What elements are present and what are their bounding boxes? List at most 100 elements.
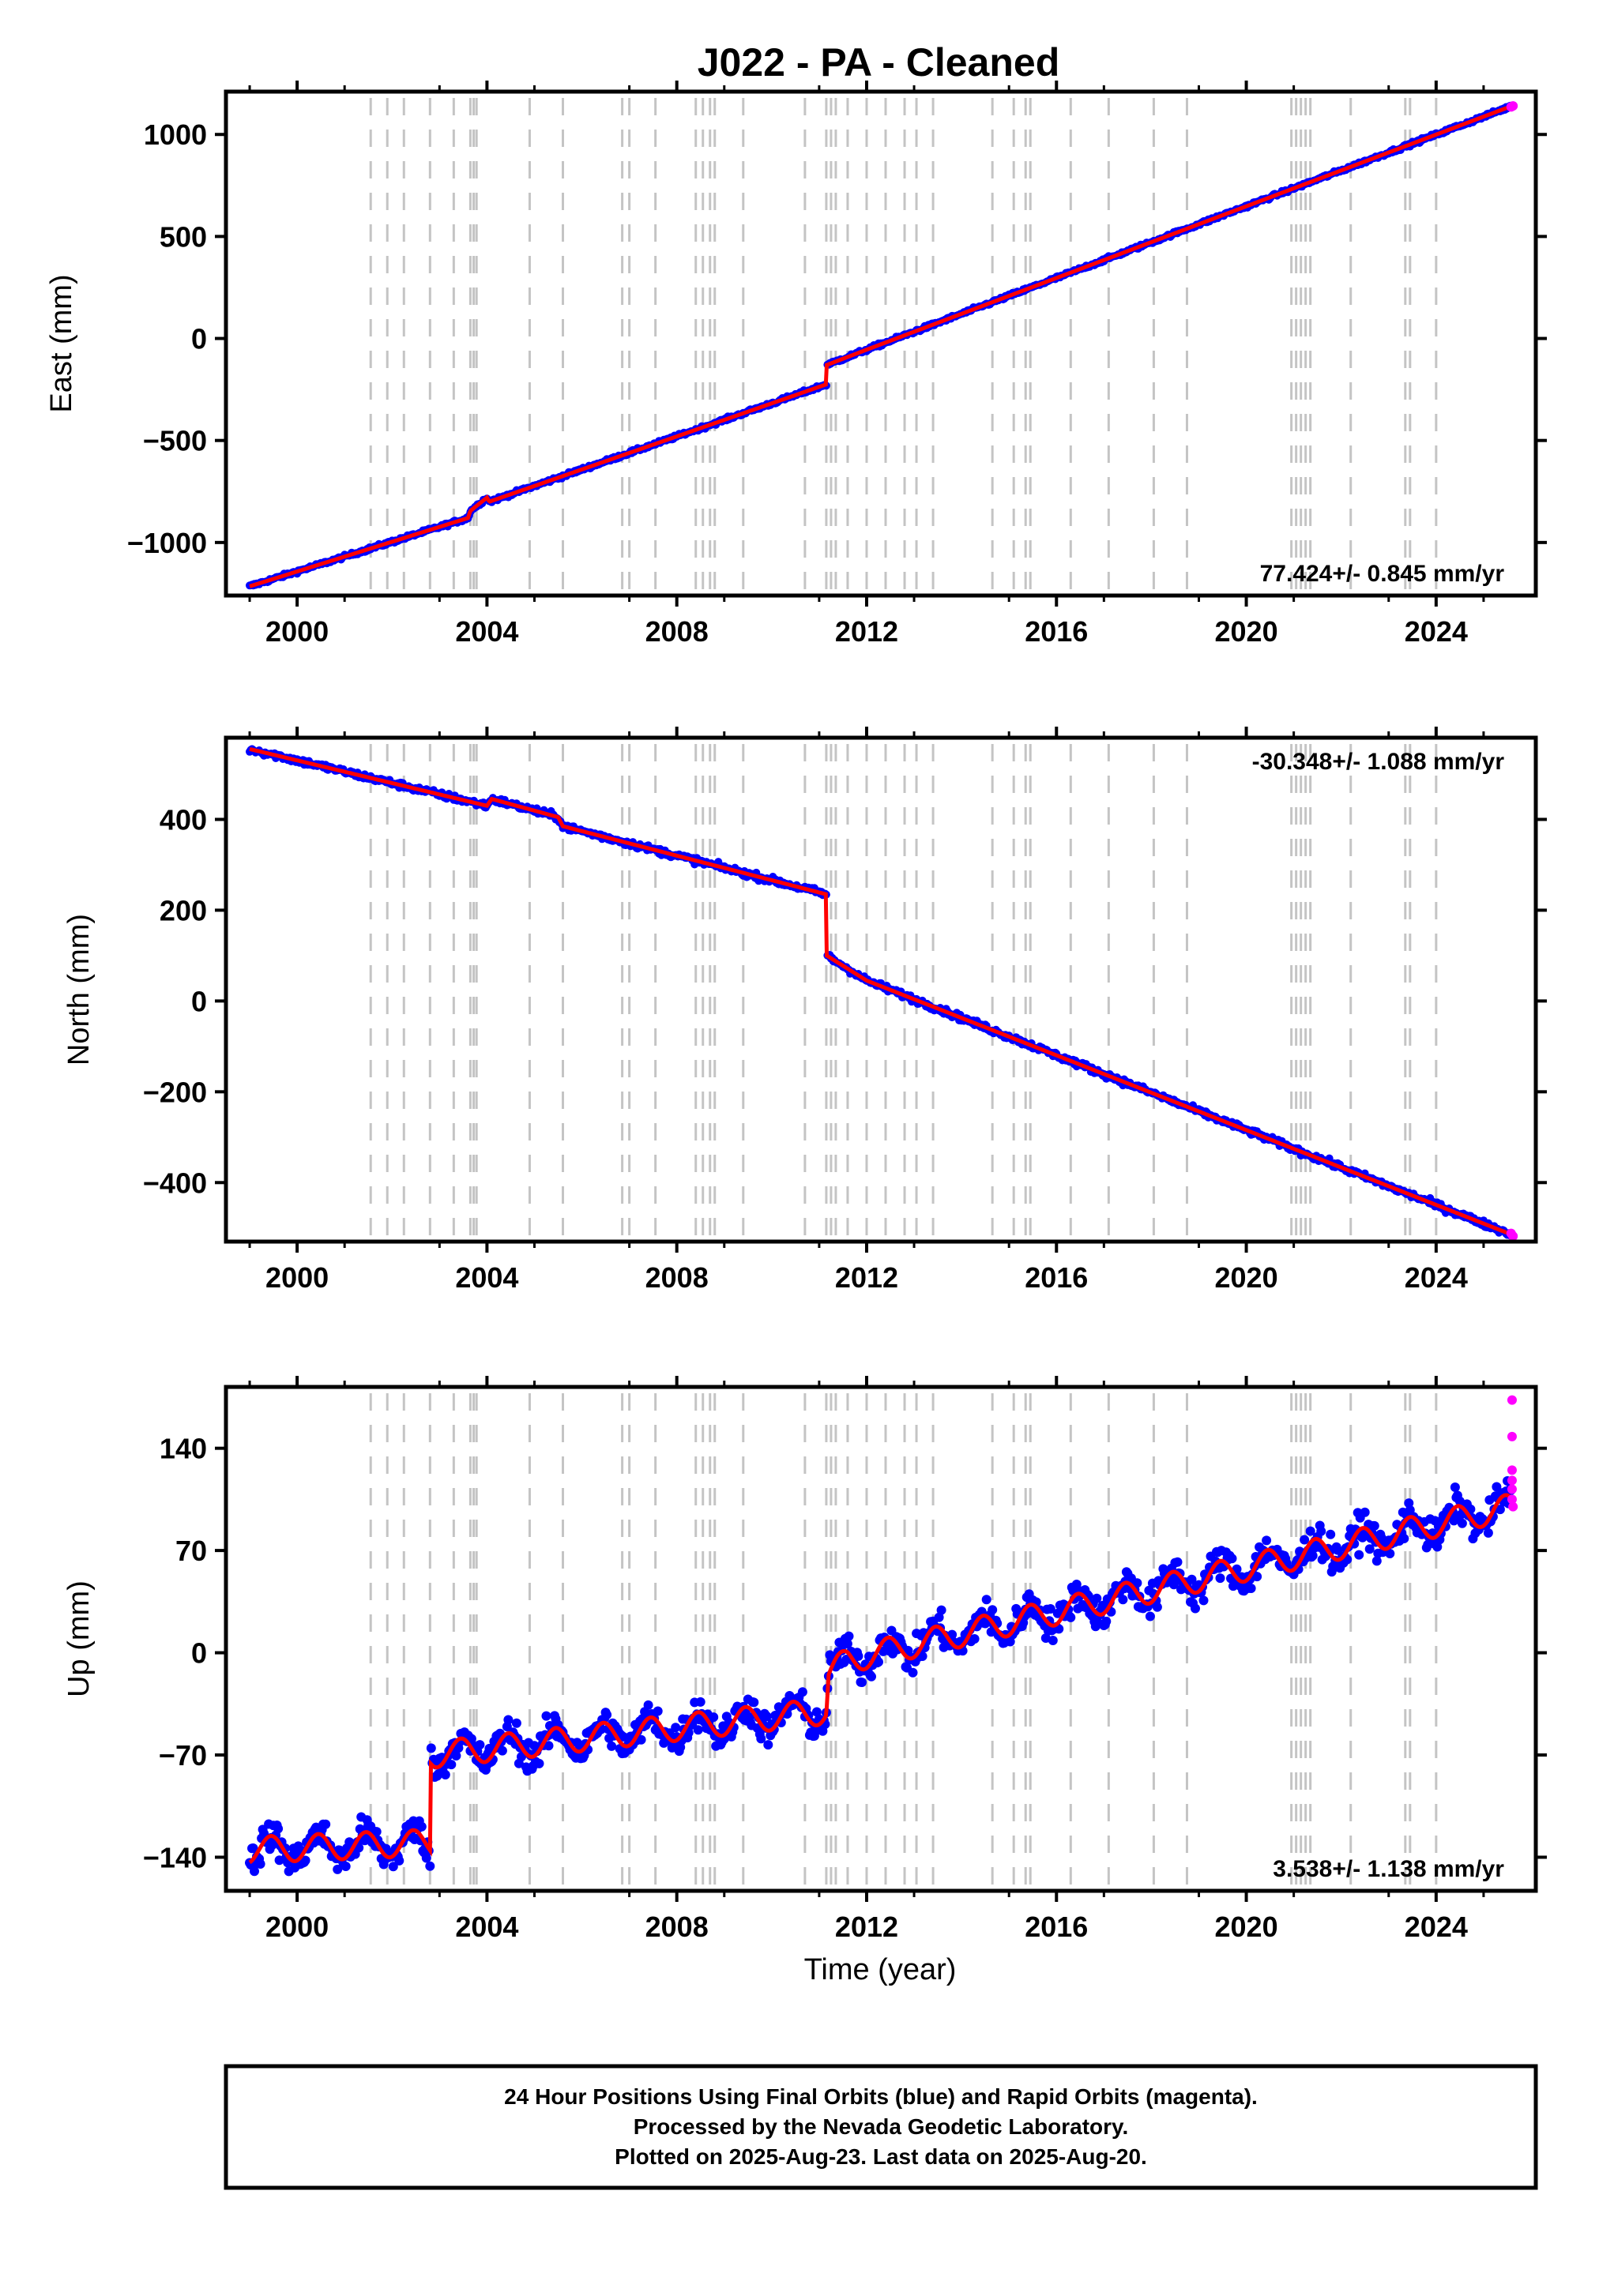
final-orbit-point (1385, 1549, 1395, 1558)
x-tick-label: 2000 (265, 1261, 329, 1294)
final-orbit-point (273, 1824, 284, 1834)
final-orbit-point (248, 1843, 258, 1853)
final-orbit-point (1118, 1595, 1128, 1605)
chart-title: J022 - PA - Cleaned (698, 40, 1060, 85)
north-y-axis-label: North (mm) (62, 914, 96, 1065)
final-orbit-point (1326, 1529, 1336, 1539)
x-tick-label: 2024 (1405, 1911, 1468, 1943)
final-orbit-point (371, 1827, 382, 1837)
final-orbit-point (1101, 1616, 1112, 1626)
final-orbit-point (1066, 1612, 1076, 1622)
final-orbit-point (874, 1657, 883, 1667)
final-orbit-point (1187, 1574, 1197, 1584)
final-orbit-point (394, 1855, 404, 1866)
final-orbit-point (763, 1740, 773, 1750)
y-tick-label: 200 (160, 894, 207, 926)
final-orbit-point (988, 1605, 998, 1615)
final-orbit-point (1145, 1611, 1155, 1621)
north-panel: 2000 2004 2008 2012 2016 2020 20244002000−200−… (62, 727, 1547, 1294)
y-tick-label: 0 (191, 985, 207, 1017)
east-rate-label: 77.424+/- 0.845 mm/yr (1260, 561, 1505, 587)
final-orbit-point (321, 1819, 331, 1829)
final-orbit-point (1300, 1535, 1310, 1545)
final-orbit-point (709, 1712, 719, 1723)
final-orbit-point (857, 1678, 867, 1687)
y-tick-label: 400 (160, 803, 207, 836)
final-orbit-point (340, 1862, 351, 1871)
north-rate-label: -30.348+/- 1.088 mm/yr (1252, 749, 1505, 775)
final-orbit-point (544, 1741, 554, 1751)
final-orbit-point (969, 1634, 980, 1644)
y-tick-label: 0 (191, 323, 207, 355)
x-tick-label: 2000 (265, 1911, 329, 1943)
x-tick-label: 2000 (265, 615, 329, 648)
caption-box (224, 2064, 1538, 2190)
final-orbit-point (1354, 1550, 1364, 1560)
final-orbit-point (1483, 1528, 1493, 1538)
up-model-line (248, 1493, 1514, 1865)
x-tick-label: 2004 (455, 1261, 518, 1294)
final-orbit-point (534, 1758, 544, 1768)
final-orbit-point (1450, 1482, 1460, 1492)
final-orbit-point (1045, 1604, 1055, 1614)
final-orbit-point (475, 1740, 485, 1750)
final-orbit-point (934, 1612, 944, 1622)
y-tick-label: −70 (159, 1739, 207, 1772)
final-orbit-point (425, 1861, 435, 1871)
x-tick-label: 2024 (1405, 1261, 1468, 1294)
final-orbit-point (517, 1752, 526, 1762)
final-orbit-point (1364, 1544, 1375, 1554)
final-orbit-point (1215, 1573, 1225, 1584)
y-tick-label: −400 (143, 1167, 207, 1199)
final-orbit-point (756, 1734, 766, 1744)
final-orbit-point (693, 1725, 703, 1735)
x-tick-label: 2024 (1405, 615, 1468, 648)
rapid-orbit-point (1508, 1231, 1518, 1242)
final-orbit-point (446, 1760, 457, 1770)
final-orbit-point (1360, 1507, 1370, 1517)
final-orbit-point (1227, 1554, 1237, 1564)
final-orbit-point (671, 1723, 681, 1733)
final-orbit-point (867, 1671, 876, 1682)
final-orbit-point (1048, 1636, 1058, 1645)
final-orbit-point (503, 1715, 514, 1725)
final-orbit-point (1191, 1603, 1200, 1614)
final-orbit-point (1252, 1572, 1262, 1582)
x-tick-label: 2016 (1025, 615, 1088, 648)
east-frame (224, 89, 1538, 598)
y-tick-label: −500 (143, 425, 207, 457)
final-orbit-point (981, 1595, 991, 1605)
caption-line-2: Processed by the Nevada Geodetic Laborat… (634, 2114, 1129, 2139)
rapid-orbit-point (1508, 1501, 1518, 1512)
caption-line-3: Plotted on 2025-Aug-23. Last data on 202… (615, 2144, 1147, 2169)
north-plot-area (246, 745, 1518, 1242)
final-orbit-point (1432, 1542, 1443, 1552)
caption-line-1: 24 Hour Positions Using Final Orbits (bl… (504, 2084, 1258, 2109)
east-model-line (249, 103, 1513, 588)
east-y-axis-label: East (mm) (45, 274, 78, 412)
final-orbit-point (1457, 1518, 1467, 1528)
x-tick-label: 2020 (1215, 1261, 1278, 1294)
final-orbit-point (1371, 1556, 1382, 1566)
y-tick-label: −200 (143, 1076, 207, 1108)
final-orbit-point (451, 1751, 461, 1761)
final-orbit-point (416, 1821, 427, 1832)
rapid-orbit-point (1507, 1465, 1517, 1475)
final-orbit-point (511, 1718, 521, 1728)
final-orbit-point (388, 1862, 398, 1872)
x-tick-label: 2008 (645, 615, 709, 648)
final-orbit-point (1399, 1534, 1409, 1543)
final-orbit-point (947, 1629, 958, 1640)
final-orbit-point (607, 1741, 617, 1751)
final-orbit-point (1305, 1526, 1315, 1536)
rapid-orbit-point (1508, 101, 1518, 111)
x-tick-label: 2020 (1215, 1911, 1278, 1943)
rapid-orbit-point (1507, 1494, 1517, 1505)
final-orbit-point (440, 1770, 450, 1779)
rapid-orbit-point (1507, 1475, 1517, 1486)
rapid-orbit-point (1507, 1395, 1517, 1405)
rapid-orbit-point (1507, 1431, 1517, 1441)
up-plot-area (245, 1395, 1518, 1877)
y-tick-label: 0 (191, 1637, 207, 1670)
north-model-line (249, 746, 1513, 1237)
